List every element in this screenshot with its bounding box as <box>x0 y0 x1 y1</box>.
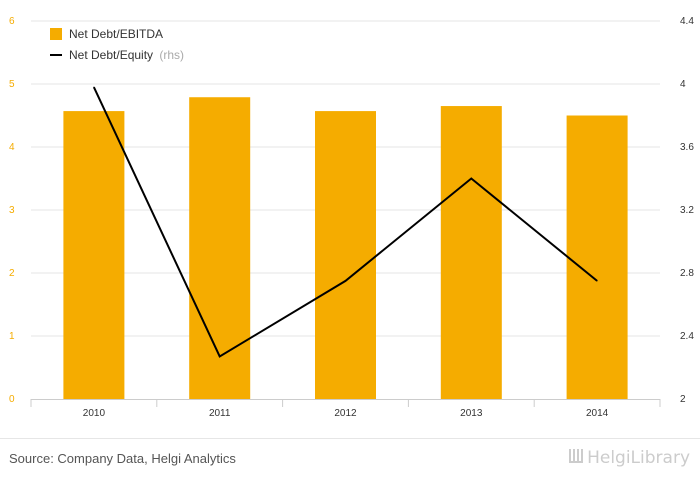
y-left-tick-label: 6 <box>9 16 15 27</box>
line-point-2012 <box>345 280 346 282</box>
y-right-tick-label: 4 <box>680 79 686 90</box>
y-left-tick-label: 0 <box>9 394 15 405</box>
line-point-2014 <box>596 280 598 282</box>
legend: Net Debt/EBITDA Net Debt/Equity (rhs) <box>50 27 184 62</box>
y-axis-left: 0 1 2 3 4 5 6 <box>9 16 15 405</box>
bar-2012 <box>315 111 376 399</box>
line-point-2010 <box>93 86 95 88</box>
legend-label-line-suffix: (rhs) <box>159 48 184 62</box>
x-tick-label: 2013 <box>460 408 483 419</box>
source-note: Source: Company Data, Helgi Analytics <box>9 451 236 466</box>
y-right-tick-label: 4.4 <box>680 16 694 27</box>
bar-2014 <box>566 115 628 399</box>
y-right-tick-label: 2.4 <box>680 331 694 342</box>
y-left-tick-label: 5 <box>9 79 15 90</box>
legend-swatch-bar <box>50 28 62 40</box>
legend-label-bar: Net Debt/EBITDA <box>69 27 163 41</box>
x-axis: 2010 2011 2012 2013 2014 <box>30 399 661 419</box>
y-right-tick-label: 3.2 <box>680 205 694 216</box>
y-right-tick-label: 3.6 <box>680 142 694 153</box>
line-point-2011 <box>219 355 221 357</box>
line-series <box>92 86 598 358</box>
logo-text: HelgiLibrary <box>587 448 690 468</box>
x-tick-label: 2010 <box>83 408 106 419</box>
bar-series <box>63 97 628 400</box>
bar-2010 <box>63 111 125 399</box>
y-axis-right: 2 2.4 2.8 3.2 3.6 4 4.4 <box>680 16 694 405</box>
y-left-tick-label: 2 <box>9 268 15 279</box>
library-icon <box>569 449 584 463</box>
x-tick-label: 2014 <box>586 408 609 419</box>
y-left-tick-label: 3 <box>9 205 15 216</box>
legend-label-line: Net Debt/Equity (rhs) <box>69 48 184 62</box>
bar-2011 <box>189 97 251 399</box>
chart: 2010 2011 2012 2013 2014 0 1 2 3 4 5 6 2 2.4 2.8 3.2 3… <box>9 16 694 419</box>
bar-2013 <box>440 106 502 400</box>
y-right-tick-label: 2 <box>680 394 686 405</box>
x-tick-label: 2011 <box>209 408 231 419</box>
x-tick-label: 2012 <box>334 408 357 419</box>
legend-label-line-name: Net Debt/Equity <box>69 48 153 62</box>
y-right-tick-label: 2.8 <box>680 268 694 279</box>
y-left-tick-label: 1 <box>9 331 15 342</box>
footer: Source: Company Data, Helgi Analytics He… <box>0 438 700 484</box>
y-left-tick-label: 4 <box>9 142 15 153</box>
line-point-2013 <box>470 178 472 179</box>
helgi-library-logo[interactable]: HelgiLibrary <box>569 448 690 468</box>
